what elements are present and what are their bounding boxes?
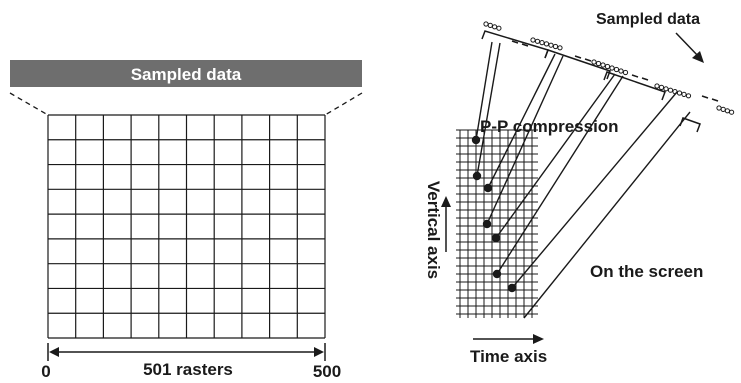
- raster-axis-end: 500: [313, 362, 341, 381]
- sample-points: [483, 21, 735, 115]
- raster-axis-arrow-left: [49, 347, 59, 357]
- sample-point: [600, 62, 606, 68]
- sample-gap: [584, 58, 592, 62]
- compression-line: [486, 55, 564, 225]
- sample-gap: [641, 77, 649, 81]
- raster-axis-arrow-right: [314, 347, 324, 357]
- vertical-axis-label: Vertical axis: [424, 181, 443, 279]
- screen-point: [492, 269, 502, 279]
- sample-point: [483, 21, 489, 27]
- compression-line: [511, 91, 678, 289]
- compression-lines: [475, 41, 691, 319]
- sample-point: [622, 69, 629, 76]
- screen-point: [472, 171, 482, 181]
- sample-gap: [701, 95, 709, 99]
- screen-grid: [456, 129, 538, 318]
- compression-line: [475, 41, 493, 141]
- sample-point: [557, 45, 563, 51]
- sampled-data-pointer: [675, 32, 701, 59]
- sample-point: [654, 83, 660, 89]
- sample-point: [487, 22, 493, 28]
- sample-point: [539, 40, 545, 46]
- sample-point: [618, 68, 624, 74]
- screen-point: [471, 135, 481, 145]
- raster-grid: [47, 114, 326, 339]
- screen-point: [491, 233, 501, 243]
- compression-line: [476, 42, 501, 177]
- raster-axis-caption: 501 rasters: [143, 360, 233, 379]
- sample-point: [552, 43, 559, 50]
- screen-point: [483, 183, 493, 193]
- sample-point: [548, 42, 554, 48]
- compression-line: [496, 75, 624, 275]
- sample-bracket: [603, 71, 666, 101]
- sampled-data-bar: [10, 60, 362, 87]
- sample-gap: [631, 74, 639, 78]
- sample-point: [685, 93, 692, 99]
- sample-point: [613, 66, 620, 73]
- vertical-axis-arrow-head: [441, 196, 451, 207]
- p-p-compression-label: P-P compression: [480, 117, 619, 136]
- sample-gap: [711, 98, 719, 102]
- sample-bracket: [544, 49, 611, 80]
- sample-gap: [574, 55, 582, 59]
- sample-point: [658, 84, 665, 91]
- sample-point: [534, 38, 541, 44]
- sample-point: [716, 105, 722, 111]
- screen-points: [471, 135, 517, 293]
- sample-point: [530, 37, 536, 43]
- sample-point: [729, 109, 735, 115]
- sampled-data-bar-label: Sampled data: [131, 65, 242, 84]
- sample-gap: [511, 40, 519, 44]
- raster-axis-start: 0: [41, 362, 50, 381]
- time-axis-arrow-head: [533, 334, 544, 344]
- sample-gap: [521, 43, 529, 47]
- sample-point: [724, 108, 731, 114]
- screen-point: [507, 283, 517, 293]
- sample-point: [604, 63, 611, 70]
- sample-point: [492, 24, 498, 30]
- sample-point: [663, 86, 669, 92]
- compression-line: [523, 111, 691, 319]
- sample-point: [681, 91, 687, 98]
- left-panel: Sampled data 501 rasters 0 500: [9, 60, 363, 381]
- time-axis-label: Time axis: [470, 347, 547, 366]
- projection-line-right: [324, 92, 363, 116]
- on-the-screen-label: On the screen: [590, 262, 703, 281]
- sample-point: [720, 106, 726, 113]
- sample-gaps: [511, 40, 719, 102]
- sample-point: [676, 90, 683, 96]
- sample-point: [595, 60, 602, 67]
- compression-line: [487, 53, 556, 189]
- sample-point: [591, 59, 597, 65]
- sampled-data-pointer-head: [692, 51, 704, 63]
- compression-line: [495, 73, 616, 239]
- sample-point: [496, 25, 502, 31]
- projection-line-left: [9, 92, 49, 116]
- right-panel: Sampled data P-P compression: [424, 11, 735, 366]
- screen-point: [482, 219, 492, 229]
- sample-point: [543, 41, 550, 47]
- sampled-data-label: Sampled data: [596, 11, 700, 28]
- sample-point: [609, 65, 615, 71]
- sample-point: [667, 87, 674, 93]
